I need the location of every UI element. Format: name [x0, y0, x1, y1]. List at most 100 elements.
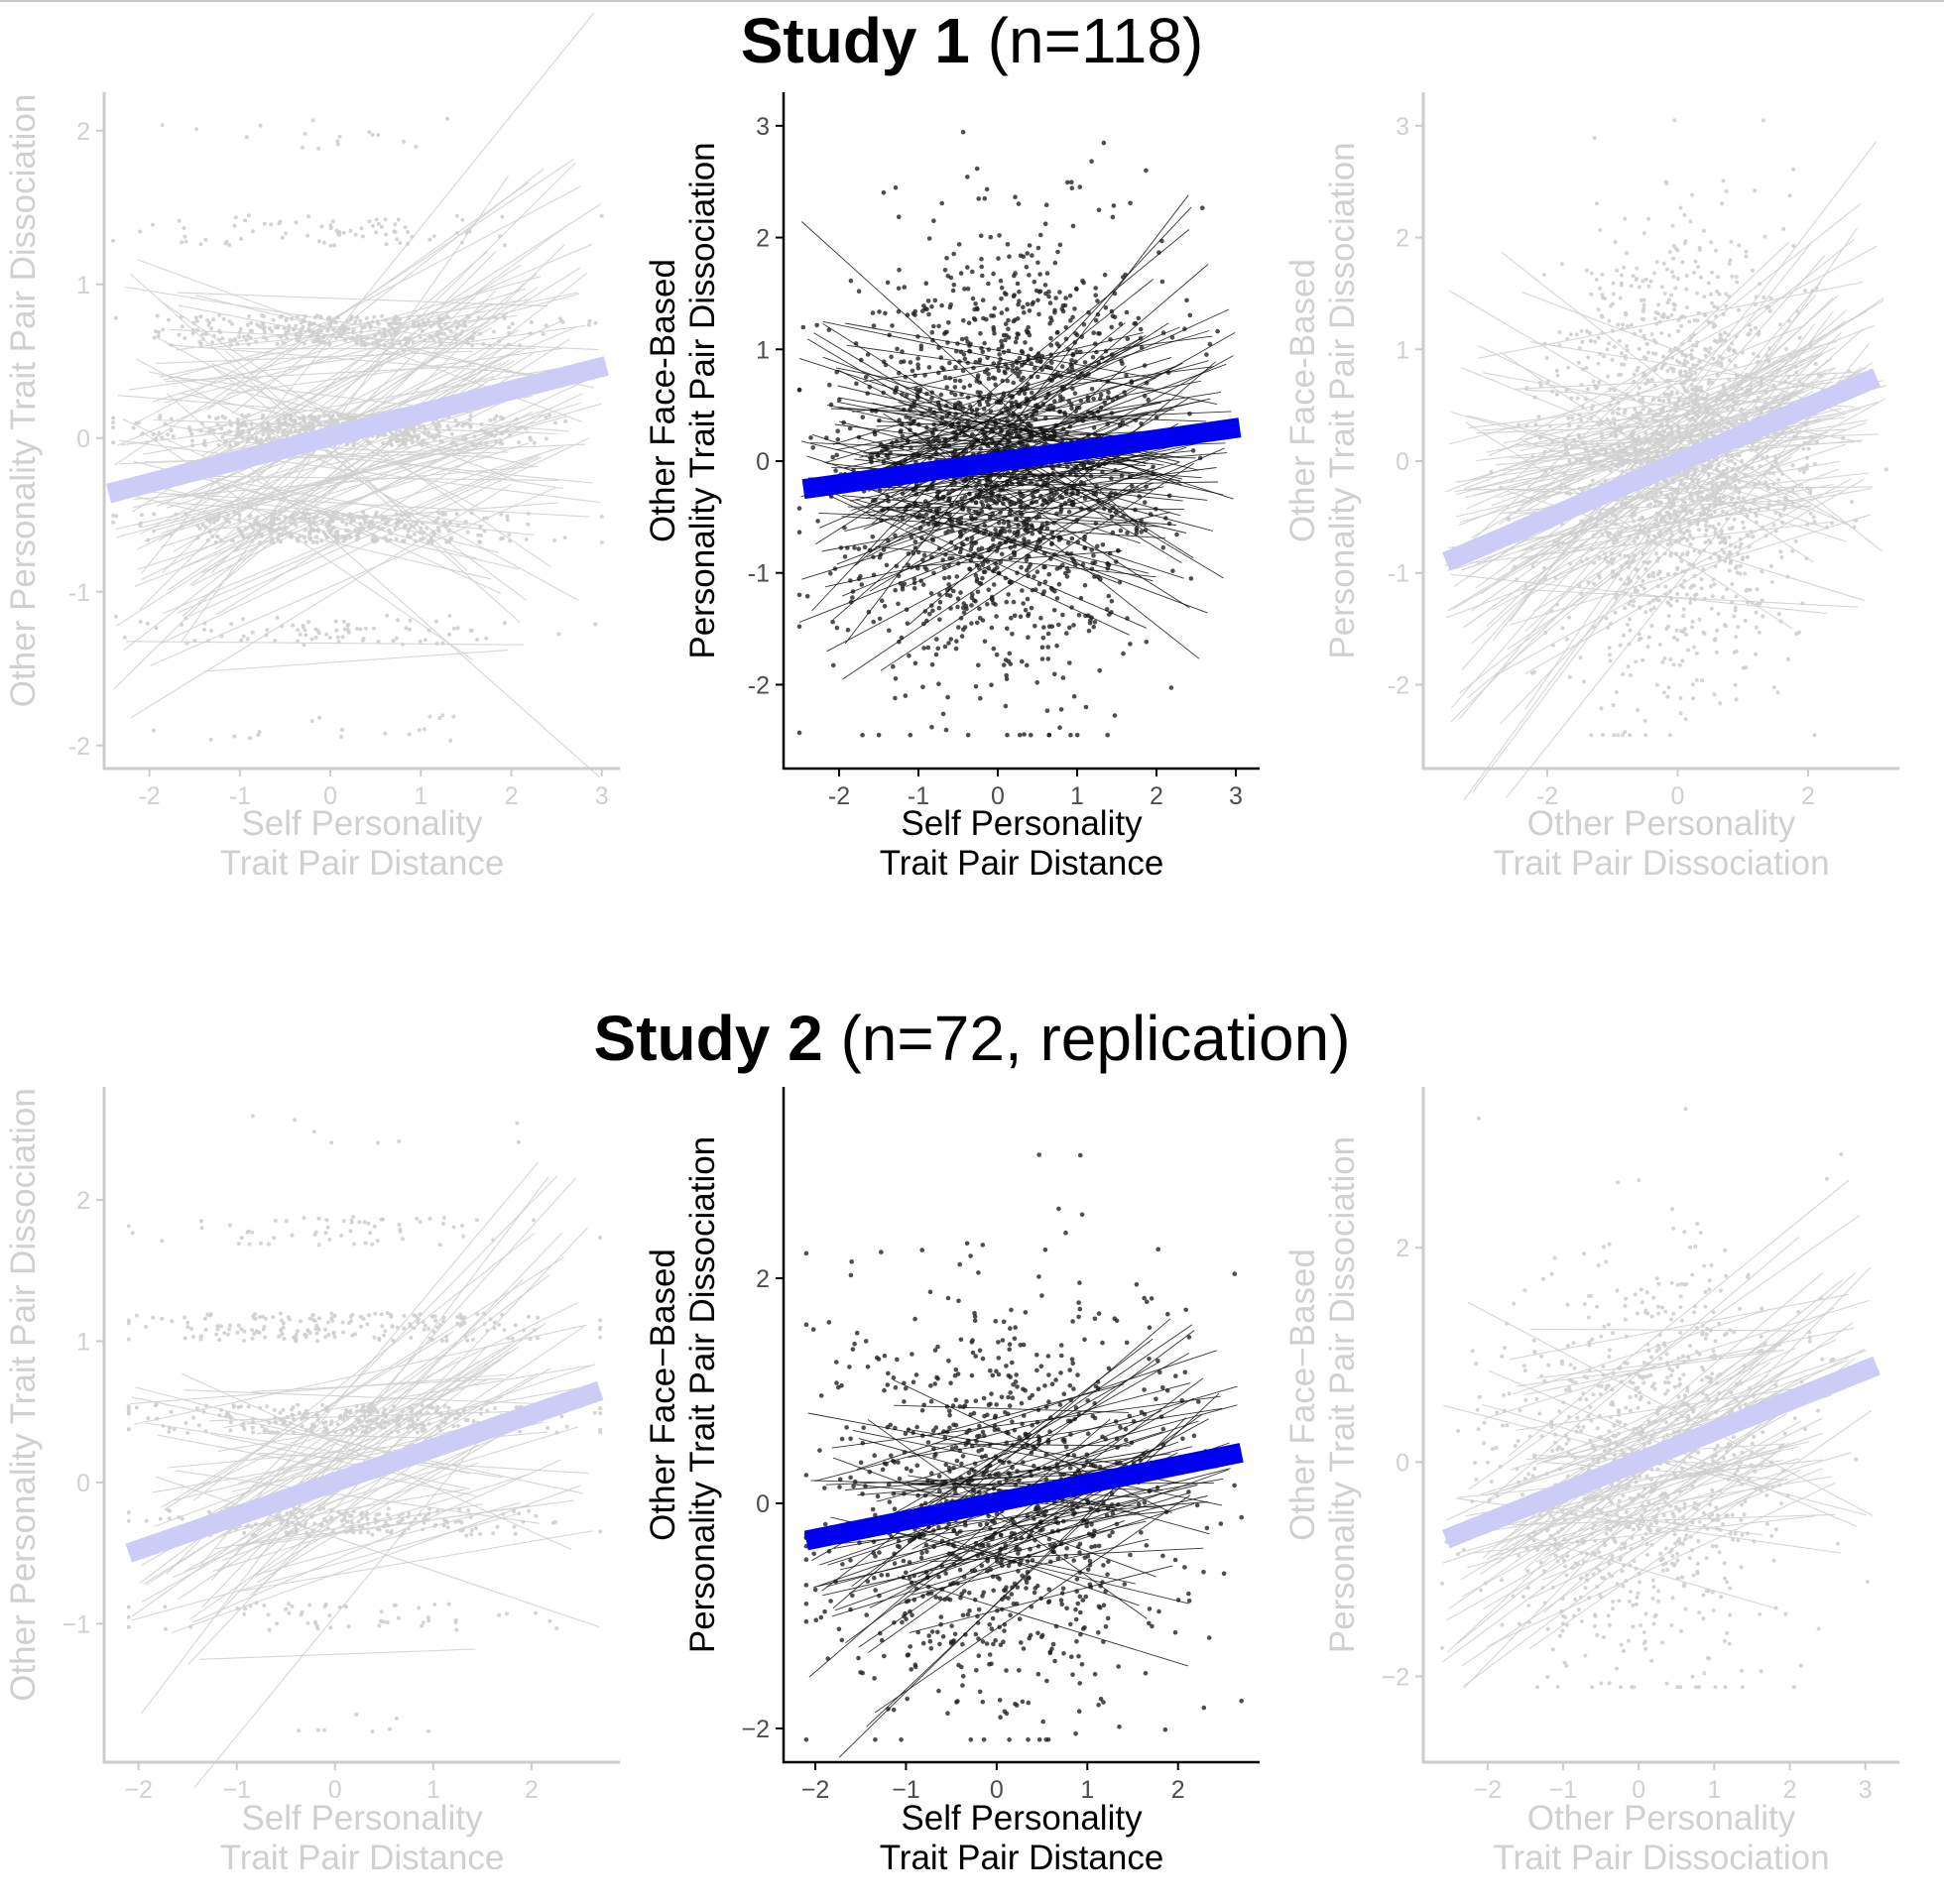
data-point	[796, 387, 802, 393]
data-point	[975, 375, 980, 381]
data-point	[1693, 371, 1698, 376]
data-point	[445, 116, 450, 121]
data-point	[1647, 559, 1652, 564]
data-point	[1024, 328, 1030, 333]
data-point	[1714, 650, 1719, 654]
data-point	[1086, 310, 1091, 315]
data-point	[1052, 671, 1057, 677]
data-point	[965, 265, 970, 270]
data-point	[1054, 330, 1060, 335]
data-point	[1610, 358, 1615, 362]
data-point	[920, 684, 925, 690]
data-point	[1671, 369, 1676, 374]
data-point	[241, 617, 246, 622]
data-point	[416, 436, 420, 441]
y-axis-title: Personality Trait Pair Dissociation	[683, 142, 722, 658]
data-point	[1693, 259, 1698, 264]
data-point	[505, 518, 510, 523]
data-point	[284, 317, 289, 322]
data-point	[965, 286, 971, 292]
data-point	[306, 620, 310, 625]
data-point	[111, 420, 116, 424]
data-point	[986, 347, 992, 352]
data-point	[1654, 551, 1659, 556]
data-point	[1662, 292, 1667, 296]
data-point	[1599, 706, 1604, 711]
data-point	[1557, 329, 1562, 334]
data-point	[199, 421, 204, 426]
x-axis-title: Trait Pair Distance	[880, 844, 1164, 883]
data-point	[1653, 316, 1657, 321]
data-point	[238, 326, 243, 331]
data-point	[1675, 277, 1680, 281]
subject-regression-line	[154, 403, 602, 532]
data-point	[1057, 725, 1062, 730]
data-point	[969, 621, 974, 626]
data-point	[1680, 551, 1685, 556]
data-point	[1052, 307, 1057, 313]
data-point	[1170, 568, 1175, 573]
data-point	[1688, 533, 1692, 537]
data-point	[1640, 579, 1645, 583]
data-point	[1098, 393, 1104, 398]
data-point	[1742, 526, 1747, 531]
data-point	[526, 522, 531, 527]
data-point	[804, 594, 810, 599]
data-point	[973, 301, 978, 306]
data-point	[200, 332, 205, 337]
y-tick-label: 1	[76, 272, 90, 299]
data-point	[232, 223, 237, 228]
data-point	[1187, 412, 1192, 416]
data-point	[1678, 205, 1683, 210]
data-point	[1669, 392, 1674, 397]
data-point	[893, 695, 898, 701]
data-point	[455, 325, 459, 330]
data-point	[376, 133, 381, 138]
data-point	[982, 523, 988, 528]
data-point	[1567, 674, 1572, 679]
data-point	[275, 341, 280, 346]
data-point	[982, 195, 988, 201]
data-point	[1710, 270, 1714, 275]
data-point	[158, 416, 163, 420]
data-point	[1640, 657, 1645, 662]
data-point	[1720, 201, 1725, 206]
data-point	[1576, 360, 1581, 365]
data-point	[1077, 184, 1083, 189]
data-point	[1027, 332, 1033, 338]
data-point	[394, 636, 399, 641]
y-tick-label: 0	[756, 448, 770, 476]
data-point	[453, 417, 458, 422]
data-point	[203, 237, 208, 242]
data-point	[544, 415, 548, 419]
data-point	[189, 431, 194, 436]
data-point	[1646, 574, 1651, 579]
data-point	[1001, 350, 1007, 355]
data-point	[1584, 329, 1589, 333]
data-point	[380, 313, 385, 318]
data-point	[1634, 278, 1639, 283]
data-point	[978, 695, 983, 701]
data-point	[1708, 292, 1713, 297]
data-point	[389, 321, 394, 326]
data-point	[999, 297, 1004, 301]
data-point	[524, 537, 529, 541]
data-point	[236, 527, 241, 532]
data-point	[1026, 324, 1031, 330]
data-point	[1741, 555, 1746, 560]
data-point	[1736, 625, 1741, 630]
data-point	[1661, 261, 1666, 266]
data-point	[423, 638, 427, 643]
data-point	[1591, 379, 1596, 384]
data-point	[270, 329, 275, 334]
data-point	[289, 418, 294, 422]
data-point	[1109, 476, 1114, 481]
data-point	[903, 693, 909, 698]
data-point	[1787, 193, 1792, 198]
data-point	[327, 636, 332, 640]
data-point	[969, 603, 974, 608]
data-point	[1611, 703, 1616, 707]
data-point	[433, 619, 438, 624]
